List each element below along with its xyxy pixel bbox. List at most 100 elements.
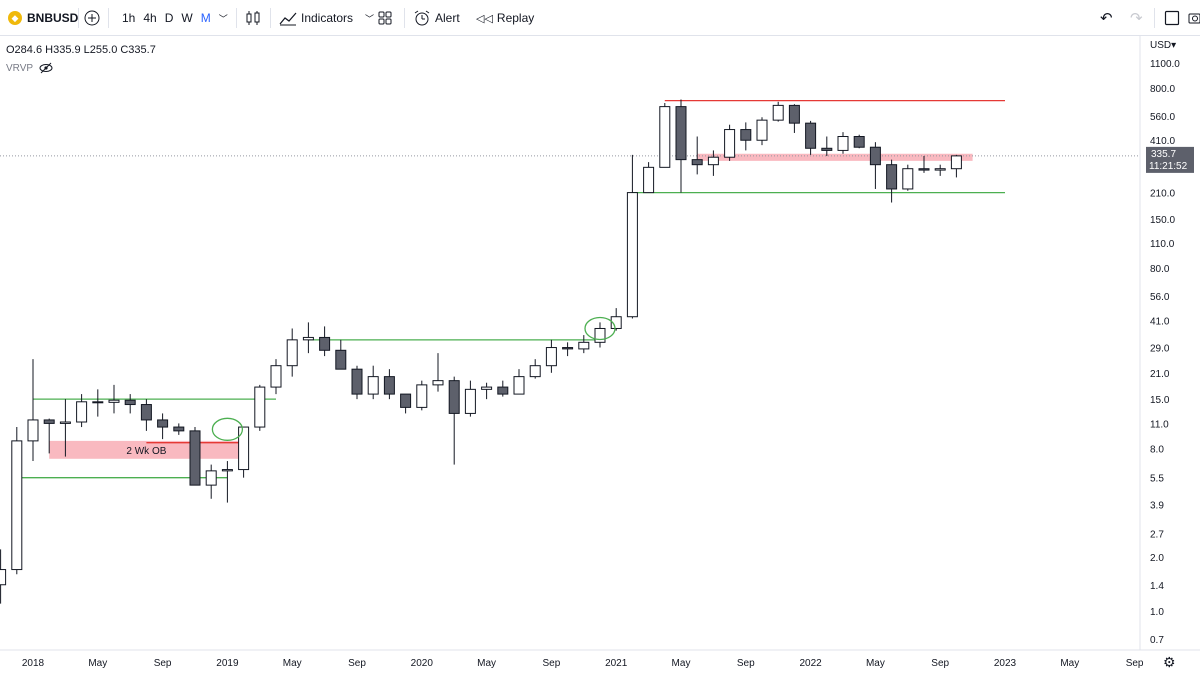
toolbar-divider	[270, 8, 271, 28]
x-tick-label: 2020	[411, 658, 434, 669]
candle	[918, 168, 930, 171]
candle	[432, 380, 444, 386]
candle	[626, 192, 638, 318]
candle	[675, 106, 687, 161]
x-tick-label: 2022	[799, 658, 822, 669]
camera-icon	[1188, 13, 1200, 24]
toolbar-divider	[404, 8, 405, 28]
indicators-button[interactable]: Indicators ﹀	[279, 0, 374, 36]
chevron-down-icon[interactable]: ﹀	[218, 13, 228, 24]
chevron-down-icon[interactable]: ﹀	[365, 13, 375, 24]
y-tick-label: 210.0	[1150, 189, 1175, 200]
candle	[43, 419, 55, 424]
y-tick-label: 1.4	[1150, 581, 1164, 592]
replay-button[interactable]: ◁◁ Replay	[476, 0, 534, 36]
candle	[950, 155, 962, 170]
indicators-label: Indicators	[301, 11, 354, 25]
candle	[76, 401, 88, 423]
interval-m[interactable]: M	[200, 11, 211, 25]
camera-button[interactable]	[1188, 0, 1200, 36]
interval-w[interactable]: W	[181, 11, 193, 25]
y-tick-label: 41.0	[1150, 316, 1170, 327]
x-tick-label: May	[672, 658, 691, 669]
candle	[189, 430, 201, 486]
x-tick-label: 2023	[994, 658, 1017, 669]
candle	[27, 419, 39, 442]
symbol-search[interactable]: ◆ BNBUSD	[8, 0, 78, 36]
replay-label: Replay	[496, 11, 535, 25]
price-axis[interactable]	[1140, 36, 1200, 676]
undo-icon: ↶	[1100, 10, 1113, 27]
x-tick-label: Sep	[154, 658, 172, 669]
undo-button[interactable]: ↶	[1100, 0, 1113, 36]
eye-hidden-icon[interactable]	[39, 62, 53, 74]
y-tick-label: 2.7	[1150, 529, 1164, 540]
y-tick-label: 0.7	[1150, 635, 1164, 646]
binance-logo-icon: ◆	[8, 11, 22, 25]
candle	[464, 388, 476, 414]
toolbar-divider	[78, 8, 79, 28]
compare-symbol-button[interactable]	[84, 0, 100, 36]
candle	[756, 119, 768, 141]
x-tick-label: 2018	[22, 658, 45, 669]
y-tick-label: 29.0	[1150, 344, 1170, 355]
y-tick-label: 410.0	[1150, 136, 1175, 147]
ohlc-legend: O284.6 H335.9 L255.0 C335.7	[6, 44, 156, 56]
y-tick-label: 11.0	[1150, 419, 1169, 430]
candle	[92, 401, 104, 404]
candle	[367, 376, 379, 395]
chart-area[interactable]: 2 Wk OB USD▾ 1100.0 800.0 560.0 410.0 210.0 150…	[0, 36, 1200, 676]
y-tick-label: 80.0	[1150, 264, 1170, 275]
x-tick-label: Sep	[737, 658, 755, 669]
candle	[351, 368, 363, 395]
candle	[286, 339, 298, 367]
plus-circle-icon	[84, 10, 100, 26]
redo-button[interactable]: ↷	[1130, 0, 1143, 36]
candle	[497, 386, 509, 395]
layouts-button[interactable]	[377, 0, 393, 36]
x-tick-label: May	[477, 658, 496, 669]
rewind-icon: ◁◁	[476, 12, 493, 25]
candle	[383, 376, 395, 395]
fullscreen-button[interactable]	[1164, 0, 1180, 36]
x-tick-label: May	[88, 658, 107, 669]
x-tick-label: Sep	[348, 658, 366, 669]
candle	[869, 146, 881, 166]
candle	[562, 347, 574, 350]
chart-type-button[interactable]	[244, 0, 262, 36]
candle	[400, 393, 412, 408]
highlight-circle	[211, 417, 244, 441]
candle	[108, 399, 120, 403]
candle	[157, 419, 169, 428]
candle	[448, 380, 460, 414]
interval-1h[interactable]: 1h	[122, 11, 136, 25]
currency-label[interactable]: USD▾	[1150, 40, 1176, 51]
candle	[853, 136, 865, 148]
interval-4h[interactable]: 4h	[143, 11, 157, 25]
candle	[691, 159, 703, 166]
alert-button[interactable]: Alert	[413, 0, 460, 36]
y-tick-label: 21.0	[1150, 369, 1170, 380]
price-chart[interactable]: 2 Wk OB USD▾ 1100.0 800.0 560.0 410.0 210.0 150…	[0, 36, 1200, 676]
candle	[140, 404, 152, 421]
candle	[643, 166, 655, 194]
y-tick-label: 3.9	[1150, 501, 1164, 512]
y-tick-label: 5.5	[1150, 474, 1164, 485]
gear-icon[interactable]: ⚙	[1163, 654, 1176, 670]
order-block-zone	[697, 153, 973, 161]
redo-icon: ↷	[1130, 10, 1143, 27]
candle	[578, 341, 590, 350]
y-tick-label: 1100.0	[1150, 59, 1180, 70]
interval-group: 1h 4h D W M ﹀	[118, 0, 228, 36]
candle	[302, 336, 314, 341]
zone-label: 2 Wk OB	[126, 446, 166, 457]
interval-d[interactable]: D	[164, 11, 174, 25]
candle	[788, 104, 800, 124]
vrvp-legend[interactable]: VRVP	[6, 62, 53, 74]
candle	[59, 421, 71, 424]
candle	[610, 316, 622, 329]
candle	[724, 129, 736, 158]
x-tick-label: 2021	[605, 658, 628, 669]
toolbar-divider	[236, 8, 237, 28]
last-price-value: 335.7	[1151, 149, 1176, 160]
